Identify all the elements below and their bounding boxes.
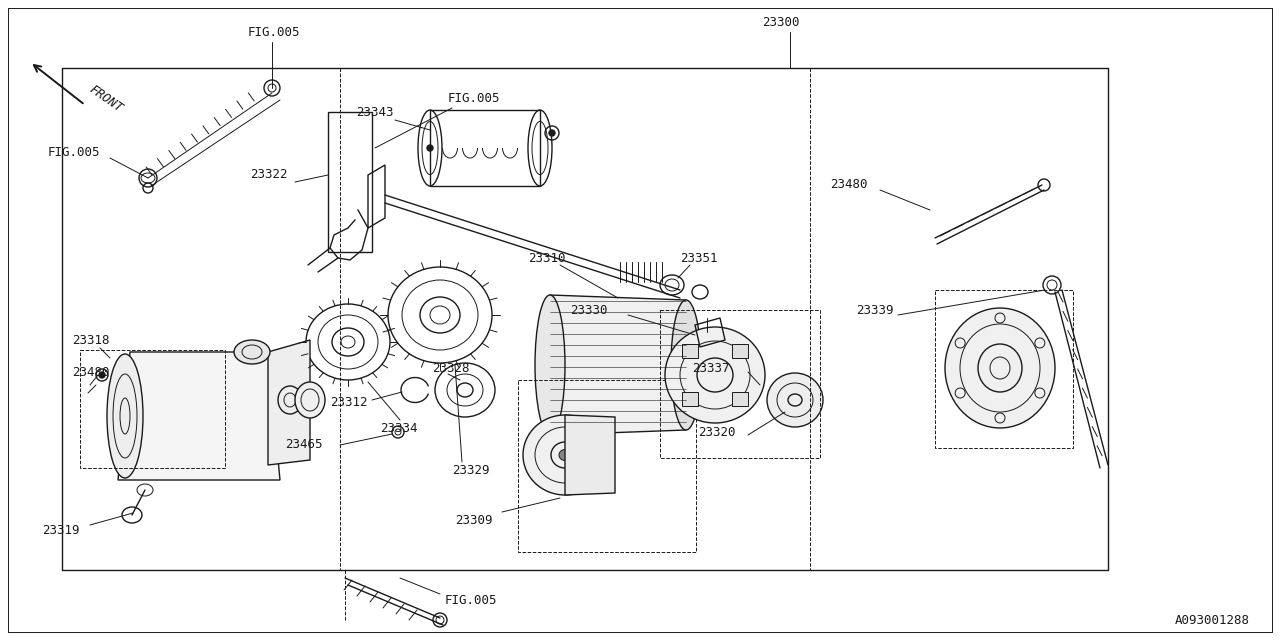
Circle shape [428,145,433,151]
Text: FRONT: FRONT [86,83,124,115]
Text: 23328: 23328 [433,362,470,374]
Bar [732,344,748,358]
Text: 23480: 23480 [829,179,868,191]
Text: 23312: 23312 [330,396,367,408]
Bar [934,290,1073,448]
Bar [682,392,699,406]
Polygon shape [550,295,686,435]
Ellipse shape [234,340,270,364]
Bar [79,350,225,468]
Text: 23351: 23351 [680,252,718,264]
Text: 23339: 23339 [856,303,893,317]
Ellipse shape [666,327,765,423]
Bar [518,380,696,552]
Text: FIG.005: FIG.005 [49,145,101,159]
Text: 23310: 23310 [529,252,566,264]
Text: 23300: 23300 [762,15,800,29]
Bar [732,392,748,406]
Text: 23465: 23465 [285,438,323,451]
Text: 23334: 23334 [380,422,417,435]
Bar [660,310,820,458]
Text: A093001288: A093001288 [1175,614,1251,627]
Text: 23318: 23318 [72,333,110,346]
Text: 23319: 23319 [42,524,79,536]
Polygon shape [564,415,614,495]
Polygon shape [268,340,310,465]
Ellipse shape [108,354,143,478]
Circle shape [549,130,556,136]
Polygon shape [118,352,280,480]
Text: FIG.005: FIG.005 [448,92,500,104]
Text: FIG.005: FIG.005 [445,593,498,607]
Bar [682,344,699,358]
Ellipse shape [535,295,564,435]
Circle shape [99,372,105,378]
Ellipse shape [767,373,823,427]
Text: 23329: 23329 [452,463,489,477]
Ellipse shape [671,300,701,430]
Text: FIG.005: FIG.005 [248,26,301,38]
Ellipse shape [294,382,325,418]
Ellipse shape [524,415,607,495]
Text: 23330: 23330 [570,303,608,317]
Ellipse shape [945,308,1055,428]
Text: 23322: 23322 [250,168,288,182]
Ellipse shape [559,449,571,461]
Text: 23480: 23480 [72,365,110,378]
Text: 23337: 23337 [692,362,730,374]
Text: 23343: 23343 [356,106,393,118]
Text: 23320: 23320 [698,426,736,438]
Text: 23309: 23309 [454,513,493,527]
